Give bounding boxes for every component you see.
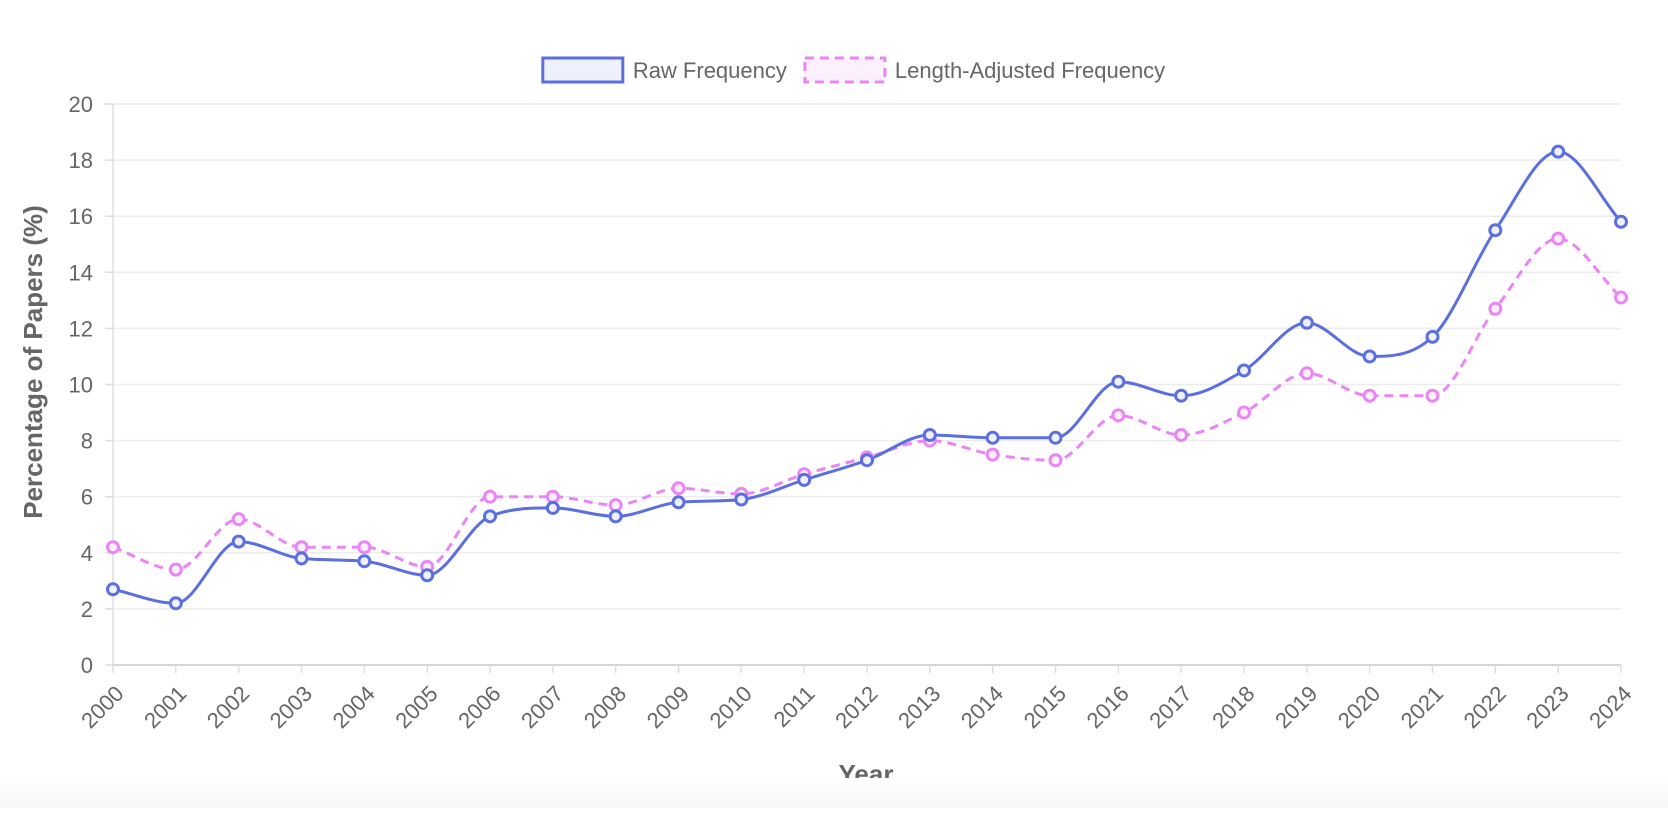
raw-frequency-point[interactable] [168, 596, 183, 611]
x-tick-label: 2000 [76, 681, 128, 733]
length-adjusted-frequency-point[interactable] [168, 562, 183, 577]
y-tick-label: 10 [69, 373, 93, 398]
raw-frequency-point[interactable] [483, 509, 497, 524]
raw-frequency-point[interactable] [1551, 144, 1566, 159]
length-adjusted-frequency-point[interactable] [671, 481, 686, 496]
y-tick-label: 14 [69, 260, 93, 285]
length-adjusted-frequency-point[interactable] [1488, 301, 1503, 316]
y-tick-label: 16 [69, 204, 93, 229]
x-tick-label: 2009 [642, 681, 694, 733]
length-adjusted-frequency-point[interactable] [1111, 408, 1126, 423]
y-axis-ticks: 0 2 4 6 8 10 12 14 16 18 20 [69, 92, 93, 678]
raw-frequency-point[interactable] [797, 472, 812, 487]
x-tick-label: 2008 [579, 681, 631, 733]
length-adjusted-frequency-point[interactable] [1614, 290, 1628, 305]
x-tick-label: 2002 [202, 681, 254, 733]
length-adjusted-frequency-point[interactable] [231, 512, 246, 527]
raw-frequency-point[interactable] [357, 554, 372, 569]
x-tick-label: 2022 [1459, 681, 1511, 733]
raw-frequency-point[interactable] [231, 534, 246, 549]
x-tick-label: 2015 [1019, 681, 1071, 733]
legend: Raw Frequency Length-Adjusted Frequency [541, 56, 1165, 84]
y-tick-label: 2 [81, 597, 93, 622]
raw-frequency-point[interactable] [608, 509, 623, 524]
x-tick-label: 2006 [453, 681, 505, 733]
x-tick-label: 2016 [1082, 681, 1134, 733]
raw-frequency-point[interactable] [545, 500, 560, 515]
y-tick-label: 20 [69, 92, 93, 117]
raw-frequency-legend-label[interactable]: Raw Frequency [633, 58, 787, 83]
grid-lines [105, 103, 1621, 666]
raw-frequency-line [112, 150, 1623, 605]
length-adjusted-frequency-point[interactable] [545, 489, 560, 504]
length-adjusted-frequency-point[interactable] [106, 540, 120, 555]
x-tick-label: 2020 [1333, 681, 1385, 733]
raw-frequency-point[interactable] [1299, 315, 1314, 330]
x-tick-label: 2005 [390, 681, 442, 733]
x-tick-label: 2001 [139, 681, 191, 733]
x-tick-label: 2021 [1396, 681, 1448, 733]
x-tick-label: 2023 [1521, 681, 1573, 733]
raw-frequency-point[interactable] [1425, 329, 1440, 344]
length-adjusted-frequency-legend-label[interactable]: Length-Adjusted Frequency [895, 58, 1165, 83]
raw-frequency-legend-swatch[interactable] [541, 56, 625, 84]
x-tick-label: 2004 [328, 681, 380, 733]
length-adjusted-frequency-legend-swatch[interactable] [803, 56, 887, 84]
x-tick-label: 2010 [705, 681, 757, 733]
raw-frequency-point[interactable] [1237, 363, 1251, 378]
raw-frequency-point[interactable] [1111, 374, 1126, 389]
y-tick-label: 4 [81, 541, 93, 566]
y-tick-label: 0 [81, 653, 93, 678]
length-adjusted-frequency-point[interactable] [608, 498, 623, 513]
series-lines [112, 150, 1623, 605]
raw-frequency-point[interactable] [1362, 349, 1377, 364]
length-adjusted-frequency-point[interactable] [357, 540, 372, 555]
x-tick-label: 2017 [1144, 681, 1196, 733]
x-tick-label: 2003 [265, 681, 317, 733]
raw-frequency-point[interactable] [860, 453, 874, 468]
raw-frequency-point[interactable] [294, 551, 309, 566]
y-tick-label: 6 [81, 485, 93, 510]
x-tick-label: 2012 [830, 681, 882, 733]
raw-frequency-point[interactable] [734, 492, 749, 507]
length-adjusted-frequency-point[interactable] [1425, 388, 1440, 403]
length-adjusted-frequency-point[interactable] [1048, 453, 1063, 468]
x-tick-label: 2007 [516, 681, 568, 733]
length-adjusted-frequency-point[interactable] [483, 489, 497, 504]
raw-frequency-point[interactable] [1174, 388, 1189, 403]
length-adjusted-frequency-point[interactable] [1551, 231, 1566, 246]
x-tick-label: 2019 [1270, 681, 1322, 733]
y-axis-title: Percentage of Papers (%) [18, 205, 48, 519]
length-adjusted-frequency-point[interactable] [1299, 366, 1314, 381]
length-adjusted-frequency-point[interactable] [985, 447, 1000, 462]
raw-frequency-point[interactable] [985, 430, 1000, 445]
y-tick-label: 8 [81, 429, 93, 454]
raw-frequency-point[interactable] [671, 495, 686, 510]
length-adjusted-frequency-point[interactable] [294, 540, 309, 555]
length-adjusted-frequency-point[interactable] [1237, 405, 1251, 420]
bottom-fade [0, 778, 1668, 808]
length-adjusted-frequency-point[interactable] [1362, 388, 1377, 403]
data-points [106, 144, 1628, 611]
x-axis-ticks: 2000 2001 2002 2003 2004 2005 2006 2007 2008 2009… [76, 665, 1637, 733]
raw-frequency-point[interactable] [106, 582, 120, 597]
raw-frequency-point[interactable] [420, 568, 435, 583]
x-tick-label: 2011 [769, 681, 820, 732]
length-adjusted-frequency-line [112, 237, 1623, 572]
y-tick-label: 12 [69, 316, 93, 341]
x-tick-label: 2018 [1207, 681, 1259, 733]
x-tick-label: 2014 [956, 681, 1008, 733]
raw-frequency-point[interactable] [1048, 430, 1063, 445]
length-adjusted-frequency-point[interactable] [1174, 427, 1189, 442]
raw-frequency-point[interactable] [1614, 214, 1628, 229]
x-tick-label: 2013 [893, 681, 945, 733]
y-tick-label: 18 [69, 148, 93, 173]
raw-frequency-point[interactable] [1488, 223, 1503, 238]
x-tick-label: 2024 [1584, 681, 1636, 733]
raw-frequency-point[interactable] [922, 427, 937, 442]
